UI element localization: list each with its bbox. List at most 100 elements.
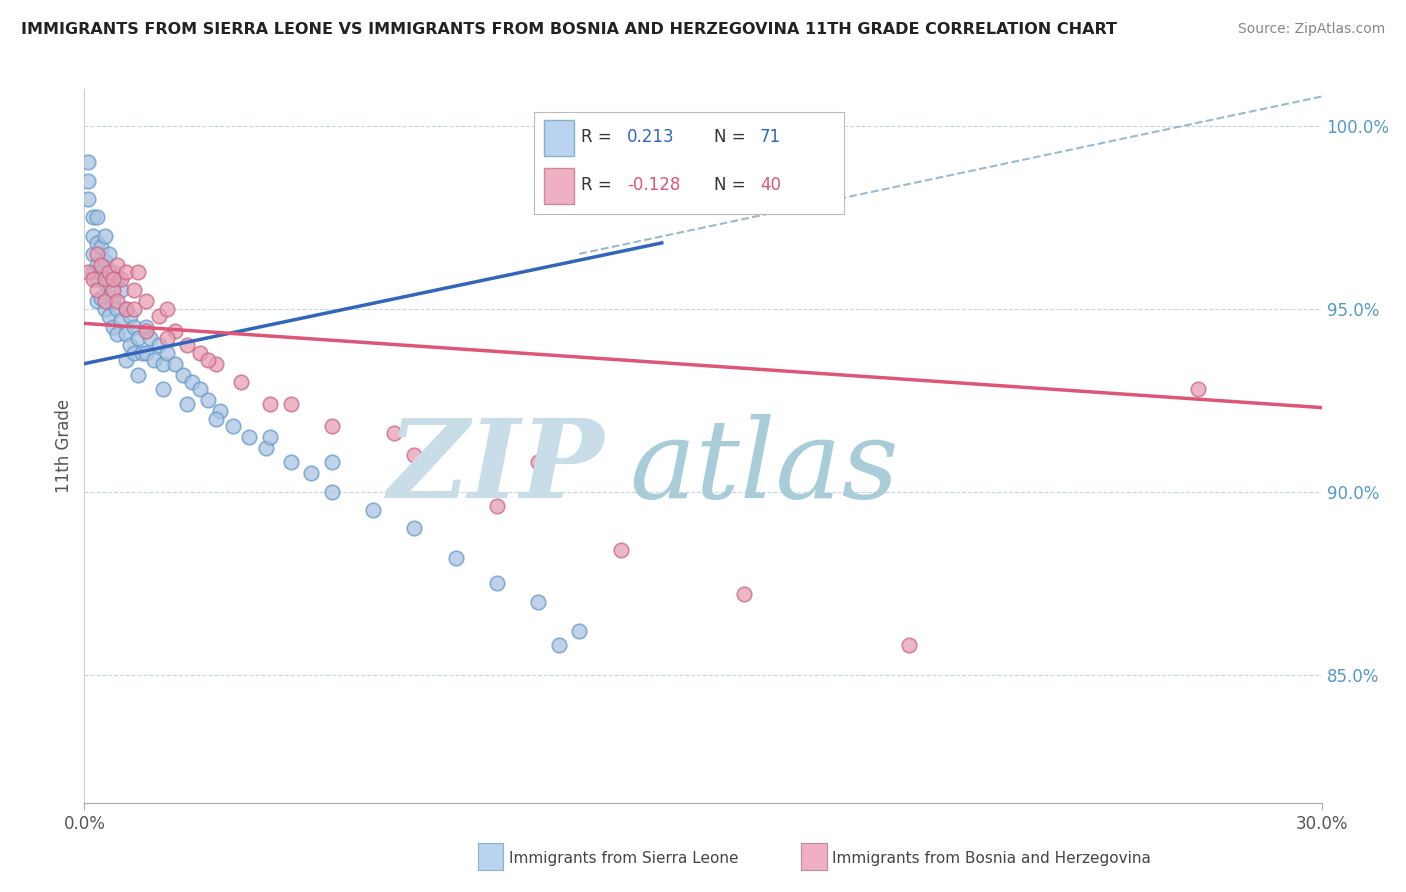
Point bbox=[114, 353, 136, 368]
Point bbox=[118, 338, 141, 352]
Point bbox=[94, 301, 117, 316]
Point bbox=[172, 368, 194, 382]
Point bbox=[86, 272, 108, 286]
Point bbox=[90, 239, 112, 253]
Point bbox=[205, 357, 228, 371]
Point bbox=[82, 265, 104, 279]
Point bbox=[98, 247, 121, 261]
Point bbox=[86, 258, 108, 272]
Point bbox=[90, 291, 112, 305]
Point bbox=[197, 353, 219, 368]
Point bbox=[485, 500, 508, 514]
Point bbox=[90, 265, 112, 279]
Point bbox=[77, 265, 100, 279]
Point bbox=[135, 324, 157, 338]
Point bbox=[114, 301, 136, 316]
Point bbox=[103, 265, 125, 279]
Point bbox=[103, 291, 125, 305]
Point bbox=[94, 254, 117, 268]
Point bbox=[898, 639, 921, 653]
Point bbox=[404, 448, 426, 462]
Point bbox=[254, 441, 277, 455]
Point bbox=[382, 426, 405, 441]
Point bbox=[86, 211, 108, 225]
Point bbox=[103, 320, 125, 334]
Text: Immigrants from Sierra Leone: Immigrants from Sierra Leone bbox=[509, 851, 738, 865]
Y-axis label: 11th Grade: 11th Grade bbox=[55, 399, 73, 493]
Bar bbox=[544, 168, 575, 204]
Point bbox=[165, 357, 187, 371]
Point bbox=[86, 284, 108, 298]
Point bbox=[122, 284, 145, 298]
Point bbox=[94, 228, 117, 243]
Point bbox=[152, 357, 174, 371]
Point bbox=[148, 309, 170, 323]
Text: 71: 71 bbox=[761, 128, 782, 146]
Text: N =: N = bbox=[714, 128, 751, 146]
Point bbox=[152, 382, 174, 396]
Point bbox=[321, 455, 343, 469]
Point bbox=[299, 467, 322, 481]
Point bbox=[110, 272, 132, 286]
Point bbox=[209, 404, 232, 418]
Point bbox=[321, 418, 343, 433]
Point bbox=[86, 235, 108, 250]
Point bbox=[105, 327, 128, 342]
Point bbox=[98, 265, 121, 279]
Point bbox=[82, 272, 104, 286]
Point bbox=[105, 272, 128, 286]
Point bbox=[139, 331, 162, 345]
Text: 40: 40 bbox=[761, 177, 782, 194]
Point bbox=[135, 345, 157, 359]
Point bbox=[98, 309, 121, 323]
Text: IMMIGRANTS FROM SIERRA LEONE VS IMMIGRANTS FROM BOSNIA AND HERZEGOVINA 11TH GRAD: IMMIGRANTS FROM SIERRA LEONE VS IMMIGRAN… bbox=[21, 22, 1118, 37]
Text: N =: N = bbox=[714, 177, 751, 194]
Point bbox=[94, 276, 117, 290]
Point bbox=[156, 345, 179, 359]
Point bbox=[86, 247, 108, 261]
Point bbox=[131, 345, 153, 359]
Point bbox=[361, 503, 384, 517]
Point bbox=[197, 393, 219, 408]
Text: 0.213: 0.213 bbox=[627, 128, 675, 146]
Point bbox=[77, 155, 100, 169]
Point bbox=[122, 301, 145, 316]
Point bbox=[180, 375, 202, 389]
Point bbox=[114, 327, 136, 342]
Point bbox=[77, 192, 100, 206]
Point bbox=[609, 543, 631, 558]
Point bbox=[527, 594, 550, 608]
Point bbox=[1187, 382, 1209, 396]
Point bbox=[176, 397, 198, 411]
Point bbox=[568, 624, 591, 638]
Point bbox=[86, 294, 108, 309]
Point bbox=[188, 345, 211, 359]
Point bbox=[188, 382, 211, 396]
Point bbox=[404, 521, 426, 535]
Point bbox=[82, 211, 104, 225]
Point bbox=[259, 430, 281, 444]
Point bbox=[110, 312, 132, 326]
Point bbox=[127, 331, 149, 345]
Point bbox=[229, 375, 252, 389]
Point bbox=[122, 320, 145, 334]
Point bbox=[122, 345, 145, 359]
Point bbox=[94, 272, 117, 286]
Text: Immigrants from Bosnia and Herzegovina: Immigrants from Bosnia and Herzegovina bbox=[832, 851, 1152, 865]
Point bbox=[444, 550, 467, 565]
Point bbox=[280, 397, 302, 411]
Point bbox=[280, 455, 302, 469]
Point bbox=[94, 294, 117, 309]
Point bbox=[90, 258, 112, 272]
Point bbox=[733, 587, 755, 601]
Point bbox=[205, 411, 228, 425]
Point bbox=[135, 294, 157, 309]
Text: ZIP: ZIP bbox=[388, 414, 605, 521]
Point bbox=[222, 418, 245, 433]
Point bbox=[110, 284, 132, 298]
Text: Source: ZipAtlas.com: Source: ZipAtlas.com bbox=[1237, 22, 1385, 37]
Point bbox=[148, 338, 170, 352]
Bar bbox=[544, 120, 575, 155]
Point bbox=[176, 338, 198, 352]
Point bbox=[321, 484, 343, 499]
